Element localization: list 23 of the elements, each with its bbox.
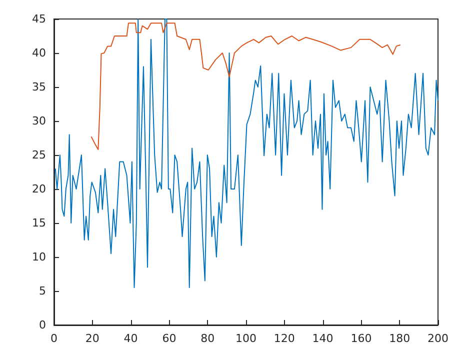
x-tick-label: 160	[350, 332, 372, 345]
x-tick-label: 100	[236, 332, 256, 345]
x-tick-label: 20	[85, 332, 100, 345]
y-tick-label: 35	[32, 80, 46, 94]
x-tick-label: 120	[274, 332, 295, 345]
y-tick-label: 15	[32, 216, 46, 230]
y-tick-label: 25	[32, 148, 46, 162]
y-tick-label: 10	[32, 250, 46, 264]
x-tick-label: 60	[162, 332, 176, 345]
x-tick-label: 140	[312, 332, 334, 345]
y-tick-label: 40	[32, 46, 46, 60]
y-tick-label: 30	[32, 114, 46, 128]
x-tick-label: 40	[124, 332, 138, 345]
x-tick-label: 0	[50, 332, 58, 345]
line-series	[54, 18, 438, 288]
y-tick-label: 45	[32, 12, 46, 26]
x-tick-label: 180	[389, 332, 410, 345]
x-tick-label: 200	[428, 332, 448, 345]
y-tick-label: 20	[32, 182, 46, 196]
line-series	[90, 22, 401, 150]
y-tick-label: 0	[39, 318, 46, 332]
x-tick-label: 80	[200, 332, 215, 345]
y-tick-label: 5	[39, 284, 46, 298]
